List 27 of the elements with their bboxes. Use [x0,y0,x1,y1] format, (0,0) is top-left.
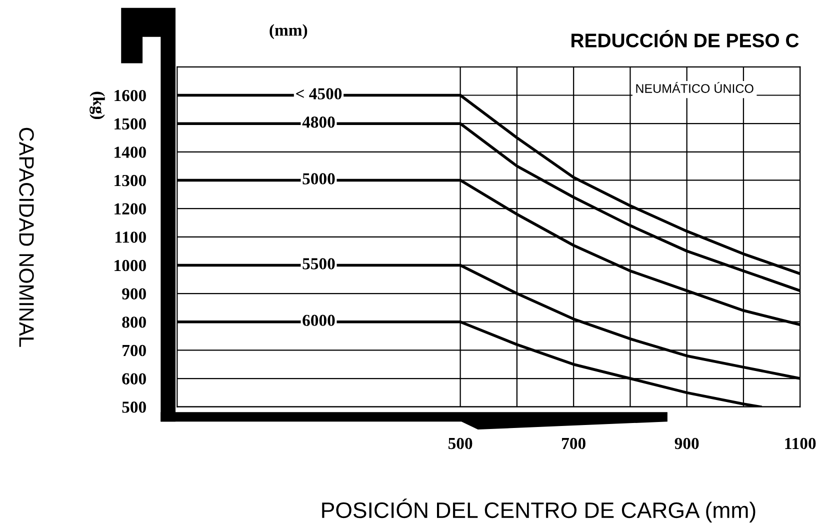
y-tick-label: 800 [122,316,146,328]
x-tick-label: 500 [448,438,472,450]
text: NEUMÁTICO ÚNICO [636,82,754,93]
x-tick-label: 700 [562,438,586,450]
series-label: 5000 [302,173,335,184]
x-tick-label: 1100 [785,438,816,450]
series-label: < 4500 [296,88,342,100]
series-label: 5500 [302,258,335,270]
series-label: 4800 [302,116,335,128]
y-tick-label: 500 [122,402,146,413]
y-tick-label: 1100 [116,232,146,243]
series-label: 6000 [302,314,335,326]
y-tick-label: 700 [122,344,146,356]
chart-title: REDUCCIÓN DE PESO C [572,30,799,48]
x-tick-label: 900 [674,438,699,450]
y-tick-label: 1600 [114,90,146,102]
y-axis-title: CAPACIDAD NOMINAL [19,128,34,347]
x-axis-title: POSICIÓN DEL CENTRO DE CARGA (mm) [322,498,756,522]
y-tick-label: 600 [122,373,146,384]
y-tick-label: 1300 [114,174,146,186]
y-tick-label: 1200 [114,203,146,215]
text: (mm) [270,24,308,40]
y-tick-label: 900 [122,288,146,300]
text: (kg) [90,92,105,120]
y-tick-label: 1500 [114,118,146,130]
y-tick-label: 1000 [114,260,146,272]
y-tick-label: 1400 [114,146,146,158]
